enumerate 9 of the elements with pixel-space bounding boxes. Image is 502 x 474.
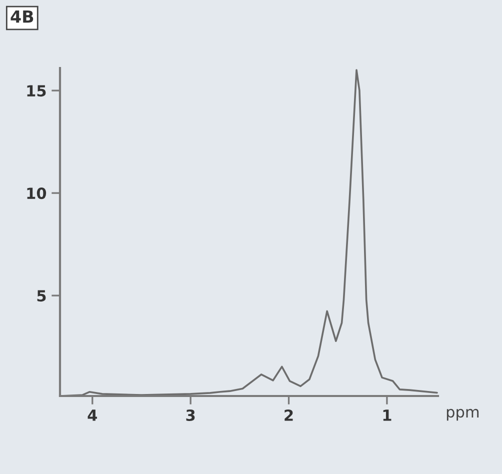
x-tick-label: 4 (88, 410, 98, 421)
x-axis-title: ppm (446, 408, 479, 421)
x-tick-label: 1 (383, 410, 392, 421)
y-tick-label: 5 (37, 290, 46, 302)
y-tick-label: 10 (27, 188, 46, 200)
y-tick-label: 15 (27, 85, 46, 97)
x-tick-label: 3 (186, 409, 195, 422)
x-tick-label: 2 (284, 409, 293, 421)
chart-title: 4B (10, 10, 34, 23)
